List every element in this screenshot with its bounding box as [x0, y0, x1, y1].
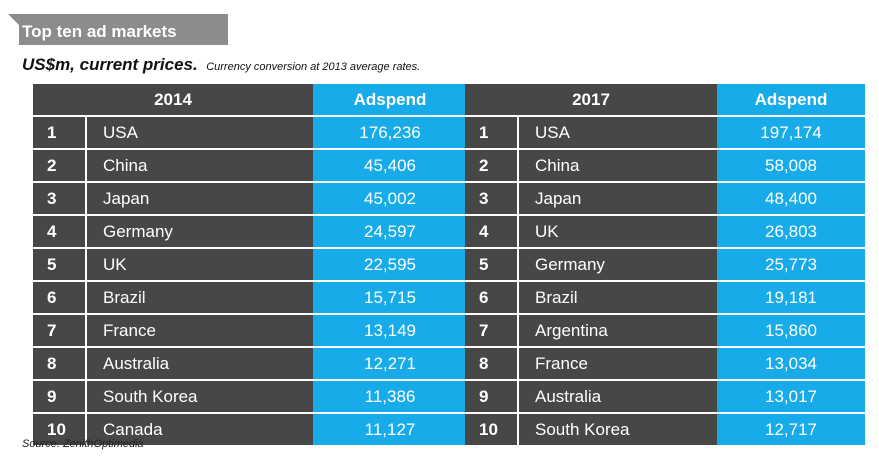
country-cell: UK [87, 249, 314, 282]
rank-cell: 9 [465, 381, 519, 414]
rank-cell: 7 [33, 315, 87, 348]
adspend-cell: 12,271 [313, 348, 470, 381]
adspend-cell: 13,017 [717, 381, 866, 414]
rank-cell: 6 [33, 282, 87, 315]
country-cell: Germany [519, 249, 718, 282]
country-cell: Brazil [87, 282, 314, 315]
adspend-cell: 22,595 [313, 249, 470, 282]
table-header-row: 2014 Adspend [33, 84, 470, 117]
table-row: 9 Australia 13,017 [465, 381, 866, 414]
country-cell: USA [87, 117, 314, 150]
subtitle-line: US$m, current prices. Currency conversio… [22, 54, 420, 76]
adspend-cell: 11,386 [313, 381, 470, 414]
chart-subtitle: US$m, current prices. [22, 55, 198, 74]
table-header-row: 2017 Adspend [465, 84, 866, 117]
country-cell: UK [519, 216, 718, 249]
adspend-header: Adspend [313, 84, 470, 117]
country-cell: South Korea [87, 381, 314, 414]
rank-cell: 1 [33, 117, 87, 150]
table-row: 10 Canada 11,127 [33, 414, 470, 445]
adspend-cell: 11,127 [313, 414, 470, 445]
country-cell: Australia [87, 348, 314, 381]
adspend-cell: 58,008 [717, 150, 866, 183]
country-cell: Australia [519, 381, 718, 414]
rank-cell: 2 [465, 150, 519, 183]
adspend-cell: 26,803 [717, 216, 866, 249]
rank-cell: 10 [465, 414, 519, 445]
rank-cell: 8 [33, 348, 87, 381]
table-body: 1 USA 176,236 2 China 45,406 3 Japan 45,002 4 Germ… [33, 117, 470, 445]
country-cell: France [87, 315, 314, 348]
rank-cell: 2 [33, 150, 87, 183]
chart-title: Top ten ad markets [22, 22, 177, 41]
adspend-cell: 13,149 [313, 315, 470, 348]
adspend-cell: 19,181 [717, 282, 866, 315]
rank-cell: 7 [465, 315, 519, 348]
table-row: 6 Brazil 19,181 [465, 282, 866, 315]
table-row: 8 France 13,034 [465, 348, 866, 381]
table-row: 9 South Korea 11,386 [33, 381, 470, 414]
table-row: 5 Germany 25,773 [465, 249, 866, 282]
rank-cell: 9 [33, 381, 87, 414]
rank-cell: 6 [465, 282, 519, 315]
adspend-header: Adspend [717, 84, 866, 117]
table-2014: 2014 Adspend 1 USA 176,236 2 China 45,406 3 Jap… [33, 84, 470, 445]
table-row: 4 Germany 24,597 [33, 216, 470, 249]
country-cell: Canada [87, 414, 314, 445]
table-row: 6 Brazil 15,715 [33, 282, 470, 315]
rank-cell: 3 [465, 183, 519, 216]
table-row: 7 Argentina 15,860 [465, 315, 866, 348]
country-cell: Argentina [519, 315, 718, 348]
rank-cell: 4 [33, 216, 87, 249]
table-row: 2 China 58,008 [465, 150, 866, 183]
country-cell: Japan [519, 183, 718, 216]
chart-note: Currency conversion at 2013 average rate… [206, 61, 421, 73]
table-row: 3 Japan 45,002 [33, 183, 470, 216]
table-row: 5 UK 22,595 [33, 249, 470, 282]
adspend-cell: 176,236 [313, 117, 470, 150]
adspend-cell: 45,002 [313, 183, 470, 216]
rank-cell: 8 [465, 348, 519, 381]
adspend-cell: 45,406 [313, 150, 470, 183]
rank-cell: 1 [465, 117, 519, 150]
country-cell: South Korea [519, 414, 718, 445]
adspend-cell: 15,715 [313, 282, 470, 315]
source-note: Source: ZenithOptimedia [22, 438, 144, 450]
title-tab [8, 14, 228, 45]
year-header: 2014 [33, 84, 314, 117]
rank-cell: 3 [33, 183, 87, 216]
table-row: 7 France 13,149 [33, 315, 470, 348]
country-cell: USA [519, 117, 718, 150]
table-row: 1 USA 176,236 [33, 117, 470, 150]
rank-cell: 5 [465, 249, 519, 282]
country-cell: Japan [87, 183, 314, 216]
country-cell: China [519, 150, 718, 183]
year-header: 2017 [465, 84, 718, 117]
adspend-cell: 15,860 [717, 315, 866, 348]
table-row: 8 Australia 12,271 [33, 348, 470, 381]
adspend-cell: 12,717 [717, 414, 866, 445]
country-cell: China [87, 150, 314, 183]
table-row: 2 China 45,406 [33, 150, 470, 183]
table-2017: 2017 Adspend 1 USA 197,174 2 China 58,008 3 Jap… [465, 84, 866, 445]
table-row: 3 Japan 48,400 [465, 183, 866, 216]
table-body: 1 USA 197,174 2 China 58,008 3 Japan 48,400 4 UK 26… [465, 117, 866, 445]
country-cell: France [519, 348, 718, 381]
table-row: 1 USA 197,174 [465, 117, 866, 150]
rank-cell: 5 [33, 249, 87, 282]
rank-cell: 10 [33, 414, 87, 445]
country-cell: Germany [87, 216, 314, 249]
rank-cell: 4 [465, 216, 519, 249]
country-cell: Brazil [519, 282, 718, 315]
table-row: 10 South Korea 12,717 [465, 414, 866, 445]
table-row: 4 UK 26,803 [465, 216, 866, 249]
adspend-cell: 24,597 [313, 216, 470, 249]
adspend-cell: 25,773 [717, 249, 866, 282]
adspend-cell: 197,174 [717, 117, 866, 150]
adspend-cell: 13,034 [717, 348, 866, 381]
adspend-cell: 48,400 [717, 183, 866, 216]
